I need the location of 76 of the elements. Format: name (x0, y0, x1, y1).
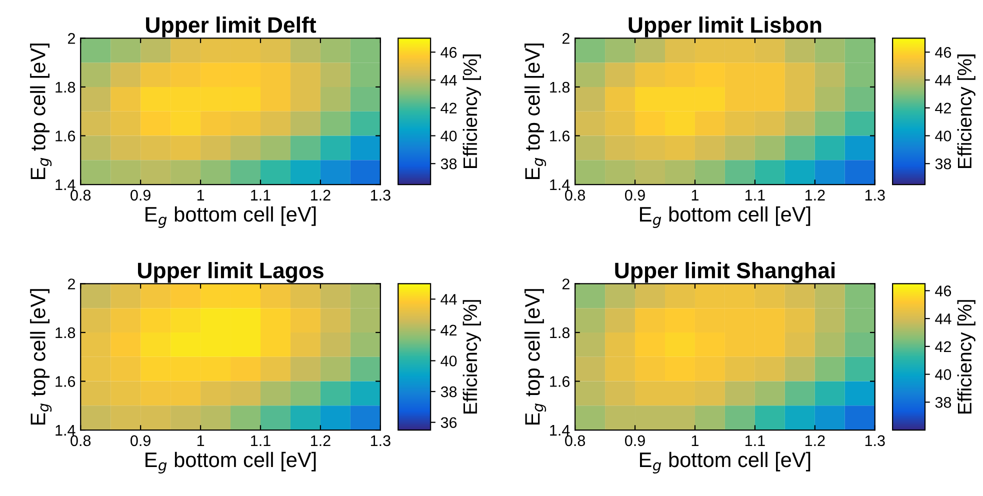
x-tick-label: 1.2 (805, 190, 825, 200)
chart-title: Upper limit Lisbon (628, 16, 822, 38)
y-tick-label: 1.8 (550, 82, 570, 93)
y-tick-label: 1.6 (550, 130, 570, 142)
color-bar-title: Efficiency [%] (462, 300, 481, 414)
color-bar-label: 42 (935, 341, 951, 352)
y-tick-label: 1.6 (56, 130, 76, 142)
color-bar-label: 38 (935, 158, 952, 170)
x-tick-label: 0.8 (70, 190, 91, 201)
chart-title: Upper limit Lagos (138, 262, 324, 283)
y-axis-title: E$_{g}$ top cell [eV] (524, 44, 546, 180)
color-bar-label: 42 (935, 102, 951, 114)
color-bar-label: 44 (935, 75, 952, 86)
color-bar-title: Efficiency [%] (957, 300, 976, 414)
x-tick-label: 1.3 (865, 190, 885, 201)
x-tick-label: 1.1 (745, 435, 765, 446)
x-tick-label: 1.1 (745, 190, 765, 200)
color-bar-label: 40 (440, 130, 457, 142)
color-bar-label: 38 (440, 386, 457, 398)
y-tick-label: 1.6 (56, 376, 76, 387)
y-tick-label: 1.6 (550, 376, 570, 387)
x-tick-label: 1 (692, 435, 698, 446)
color-bar-label: 44 (440, 75, 457, 86)
x-tick-label: 1.2 (311, 190, 330, 200)
color-bar-label: 38 (935, 397, 952, 408)
color-bar-label: 46 (440, 46, 457, 58)
chart-title: Upper limit Shanghai (615, 262, 835, 283)
color-bar-label: 46 (935, 286, 952, 296)
color-bar-label: 40 (935, 369, 952, 380)
color-bar-label: 42 (440, 102, 457, 114)
color-bar-label: 46 (935, 46, 952, 58)
y-tick-label: 2 (68, 278, 75, 290)
x-axis-title: E$_{g}$ bottom cell [eV] (640, 206, 810, 228)
color-bar-label: 36 (440, 417, 457, 428)
y-tick-label: 1.8 (550, 327, 570, 338)
x-axis-title: E$_{g}$ bottom cell [eV] (146, 206, 316, 228)
x-tick-label: 0.9 (130, 190, 150, 201)
color-bar-title: Efficiency [%] (462, 54, 481, 168)
x-tick-label: 1.1 (251, 435, 270, 446)
color-bar-label: 40 (935, 130, 952, 142)
x-tick-label: 1.3 (865, 435, 885, 446)
color-bar-label: 44 (440, 294, 457, 305)
x-tick-label: 0.8 (565, 435, 586, 446)
x-tick-label: 1.2 (805, 435, 825, 446)
y-tick-label: 1.4 (550, 180, 570, 190)
x-axis-title: E$_{g}$ bottom cell [eV] (640, 452, 810, 474)
color-bar-label: 44 (935, 314, 952, 324)
y-axis-title: E$_{g}$ top cell [eV] (30, 289, 52, 425)
y-tick-label: 2 (562, 33, 570, 44)
x-tick-label: 1.2 (311, 435, 330, 446)
color-bar-label: 38 (440, 158, 457, 170)
color-bar-label: 40 (440, 356, 457, 366)
x-tick-label: 1 (197, 190, 204, 200)
x-tick-label: 1.3 (370, 435, 390, 446)
x-tick-label: 1 (692, 190, 698, 200)
x-tick-label: 1.3 (370, 190, 390, 201)
x-axis-title: E$_{g}$ bottom cell [eV] (146, 452, 316, 474)
color-bar-label: 42 (440, 324, 457, 336)
y-tick-label: 1.4 (550, 425, 570, 436)
y-tick-label: 1.8 (56, 82, 76, 93)
color-bar-title: Efficiency [%] (957, 54, 976, 168)
y-tick-label: 2 (68, 33, 75, 44)
y-axis-title: E$_{g}$ top cell [eV] (524, 289, 546, 425)
x-tick-label: 0.8 (70, 435, 91, 446)
chart-title: Upper limit Delft (146, 16, 316, 38)
x-tick-label: 1.1 (251, 190, 270, 200)
x-tick-label: 1 (197, 435, 204, 446)
y-tick-label: 1.4 (56, 180, 76, 190)
x-tick-label: 0.9 (624, 435, 645, 446)
x-tick-label: 0.8 (565, 190, 586, 201)
y-tick-label: 2 (562, 278, 570, 290)
x-tick-label: 0.9 (130, 435, 150, 446)
y-tick-label: 1.8 (56, 327, 76, 338)
y-tick-label: 1.4 (56, 425, 76, 436)
y-axis-title: E$_{g}$ top cell [eV] (30, 44, 52, 180)
x-tick-label: 0.9 (624, 190, 645, 201)
